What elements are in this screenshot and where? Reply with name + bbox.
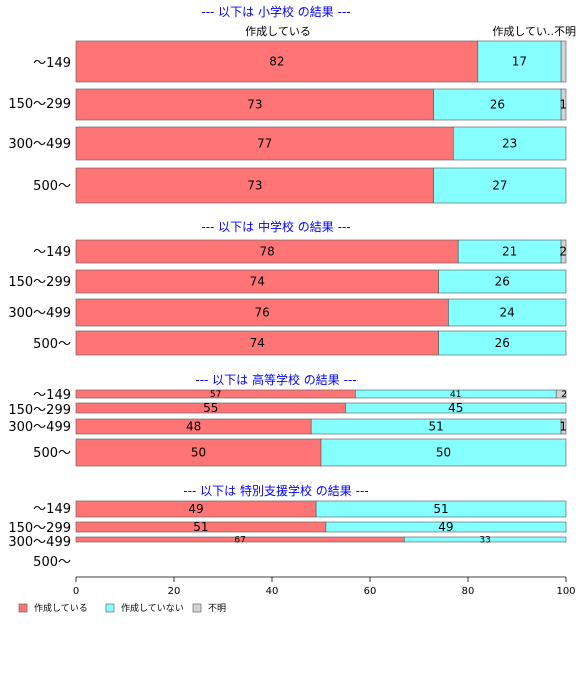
data-label: 76 [255, 306, 270, 320]
legend-label-yes: 作成している [34, 602, 88, 614]
category-label: 300～499 [8, 420, 71, 435]
data-label: 26 [495, 275, 510, 289]
bar-segment-unknown [555, 389, 567, 399]
bar-segment-unknown [560, 239, 567, 264]
data-label: 1 [559, 98, 567, 112]
category-label: 500～ [33, 446, 71, 461]
section-title-3: --- 以下は 高等学校 の結果 --- [195, 372, 356, 387]
data-label: 17 [512, 55, 527, 69]
bar-segment-yes [75, 40, 479, 83]
bar-segment-no [448, 298, 567, 327]
data-label: 49 [438, 520, 453, 534]
bar-segment-yes [75, 88, 435, 121]
bar-segment-no [403, 536, 567, 543]
data-label: 41 [450, 390, 461, 400]
legend-label-no: 作成していない [121, 602, 184, 614]
category-label: ～149 [33, 502, 71, 517]
data-label: 77 [257, 137, 272, 151]
data-label: 24 [500, 306, 515, 320]
data-label: 26 [495, 336, 510, 350]
legend-swatch-yes [18, 603, 28, 613]
x-tick-label: 80 [462, 586, 475, 597]
category-label: 150～299 [8, 403, 71, 418]
data-label: 74 [250, 336, 265, 350]
data-label: 33 [479, 536, 490, 546]
category-label: ～149 [33, 245, 71, 260]
data-label: 21 [502, 245, 517, 259]
category-label: 500～ [33, 337, 71, 352]
data-label: 51 [193, 520, 208, 534]
category-label: ～149 [33, 56, 71, 71]
data-label: 78 [259, 245, 274, 259]
bar-segment-no [438, 269, 567, 294]
bar-segment-no [433, 88, 562, 121]
x-tick-label: 0 [73, 586, 79, 597]
data-label: 45 [448, 401, 463, 415]
category-label: 300～499 [8, 535, 71, 550]
category-label: 150～299 [8, 97, 71, 112]
bar-segment-no [320, 438, 567, 467]
data-label: 48 [186, 420, 201, 434]
data-label: 27 [492, 179, 507, 193]
legend-swatch-no [105, 603, 115, 613]
legend-swatch-unknown [192, 603, 202, 613]
data-label: 67 [234, 536, 245, 546]
category-label: 500～ [33, 179, 71, 194]
data-label: 26 [490, 98, 505, 112]
bar-segment-yes [75, 126, 454, 161]
section-title-2: --- 以下は 中学校 の結果 --- [201, 219, 350, 234]
category-label: 500～ [33, 555, 71, 570]
data-label: 2 [559, 245, 567, 259]
bar-segment-unknown [560, 418, 567, 435]
bar-segment-yes [75, 438, 322, 467]
category-label: 300～499 [8, 137, 71, 152]
data-label: 73 [247, 179, 262, 193]
data-label: 50 [436, 446, 451, 460]
legend-label-unknown: 不明 [208, 603, 226, 614]
bar-segment-no [325, 521, 567, 533]
data-label: 49 [188, 502, 203, 516]
bar-segment-no [438, 330, 567, 356]
x-tick-label: 40 [266, 586, 279, 597]
bar-segment-yes [75, 167, 435, 204]
bar-segment-unknown [560, 40, 567, 83]
bar-segment-yes [75, 298, 449, 327]
bar-segment-no [477, 40, 562, 83]
data-label: 2 [561, 390, 567, 400]
data-label: 57 [210, 390, 221, 400]
bar-segment-no [315, 500, 567, 518]
x-tick-label: 20 [168, 586, 181, 597]
data-label: 51 [433, 502, 448, 516]
data-label: 1 [559, 420, 567, 434]
data-label: 55 [203, 401, 218, 415]
data-label: 23 [502, 137, 517, 151]
data-label: 50 [191, 446, 206, 460]
x-tick-label: 60 [364, 586, 377, 597]
category-label: 150～299 [8, 275, 71, 290]
header-label-no: 作成してい..不明 [492, 25, 576, 38]
bar-segment-yes [75, 330, 439, 356]
data-label: 82 [269, 55, 284, 69]
data-label: 73 [247, 98, 262, 112]
bar-segment-no [345, 402, 567, 414]
bar-segment-no [433, 167, 567, 204]
category-label: ～149 [33, 388, 71, 403]
bar-segment-unknown [560, 88, 567, 121]
x-tick-label: 100 [556, 586, 575, 597]
section-title-4: --- 以下は 特別支援学校 の結果 --- [183, 483, 368, 498]
section-title-1: --- 以下は 小学校 の結果 --- [201, 4, 350, 19]
category-label: 150～299 [8, 521, 71, 536]
category-label: 300～499 [8, 306, 71, 321]
data-label: 74 [250, 275, 265, 289]
header-label-yes: 作成している [245, 25, 311, 38]
data-label: 51 [429, 420, 444, 434]
bar-segment-no [452, 126, 567, 161]
